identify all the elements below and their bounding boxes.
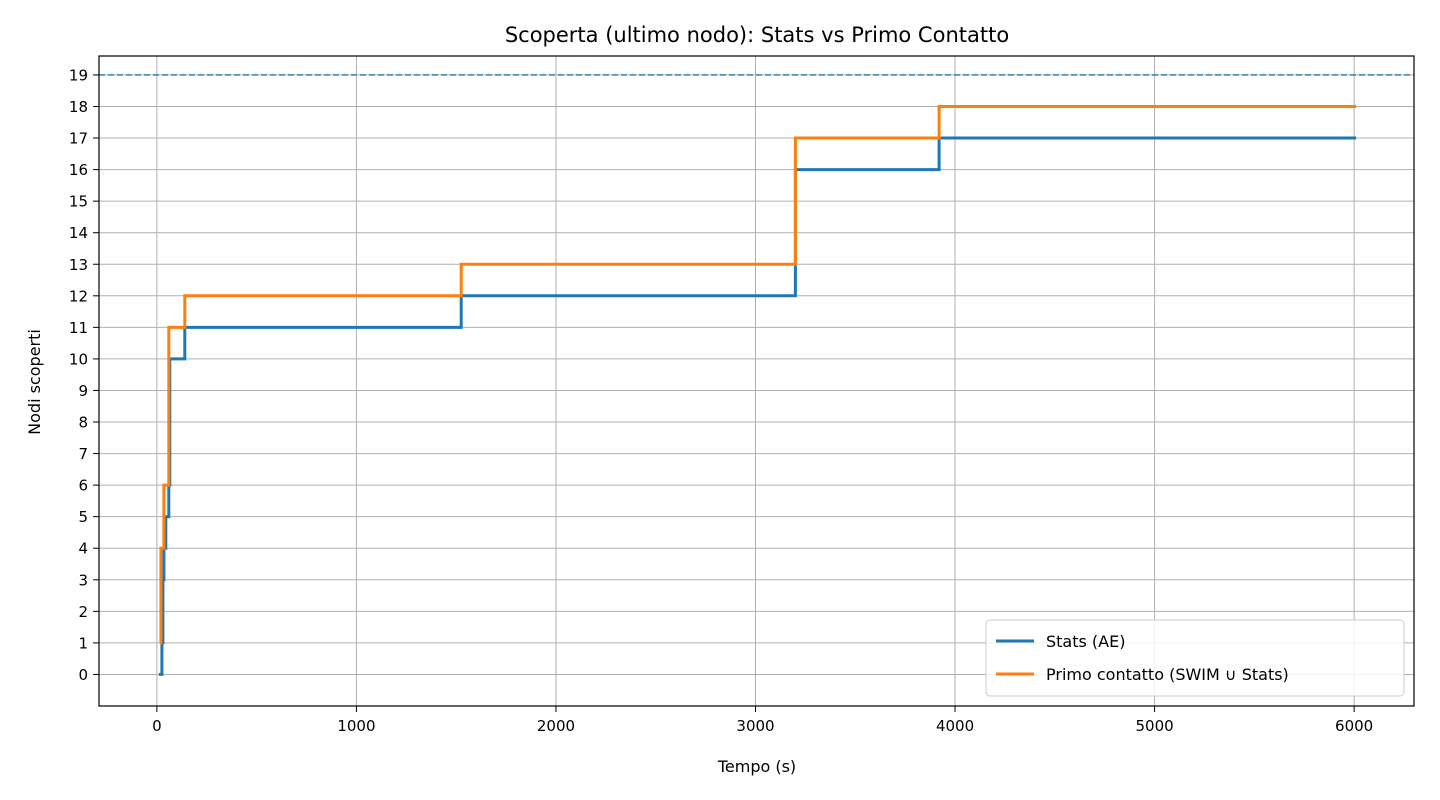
x-tick-label: 1000	[337, 717, 375, 735]
legend-label-1: Stats (AE)	[1046, 632, 1125, 651]
x-tick-label: 6000	[1335, 717, 1373, 735]
x-axis-ticks: 0 1000 2000 3000 4000 5000 6000	[152, 706, 1373, 735]
y-tick-label: 8	[78, 414, 88, 432]
y-tick-label: 5	[78, 508, 88, 526]
legend: Stats (AE) Primo contatto (SWIM ∪ Stats)	[985, 619, 1405, 697]
series-group	[158, 105, 1357, 676]
x-tick-label: 2000	[537, 717, 575, 735]
y-tick-label: 10	[69, 350, 88, 368]
y-tick-label: 14	[69, 224, 88, 242]
y-tick-label: 18	[69, 98, 88, 116]
y-tick-label: 9	[78, 382, 88, 400]
x-tick-label: 4000	[936, 717, 974, 735]
y-axis-label: Nodi scoperti	[25, 329, 44, 435]
y-tick-label: 12	[69, 287, 88, 305]
legend-label-2: Primo contatto (SWIM ∪ Stats)	[1046, 665, 1289, 684]
y-tick-label: 15	[69, 193, 88, 211]
y-tick-label: 16	[69, 161, 88, 179]
y-tick-label: 17	[69, 130, 88, 148]
chart-title: Scoperta (ultimo nodo): Stats vs Primo C…	[505, 23, 1009, 47]
x-axis-label: Tempo (s)	[717, 757, 796, 776]
y-tick-label: 11	[69, 319, 88, 337]
y-tick-label: 4	[78, 540, 88, 558]
x-tick-label: 5000	[1135, 717, 1173, 735]
y-tick-label: 1	[78, 634, 88, 652]
y-tick-label: 3	[78, 571, 88, 589]
legend-box	[985, 619, 1405, 697]
y-tick-label: 13	[69, 256, 88, 274]
series-line-2	[159, 105, 1357, 645]
y-tick-label: 6	[78, 477, 88, 495]
x-tick-label: 0	[152, 717, 162, 735]
y-tick-label: 19	[69, 66, 88, 84]
y-tick-label: 0	[78, 666, 88, 684]
x-tick-label: 3000	[736, 717, 774, 735]
y-tick-label: 7	[78, 445, 88, 463]
plot-frame	[98, 55, 1415, 707]
y-tick-label: 2	[78, 603, 88, 621]
